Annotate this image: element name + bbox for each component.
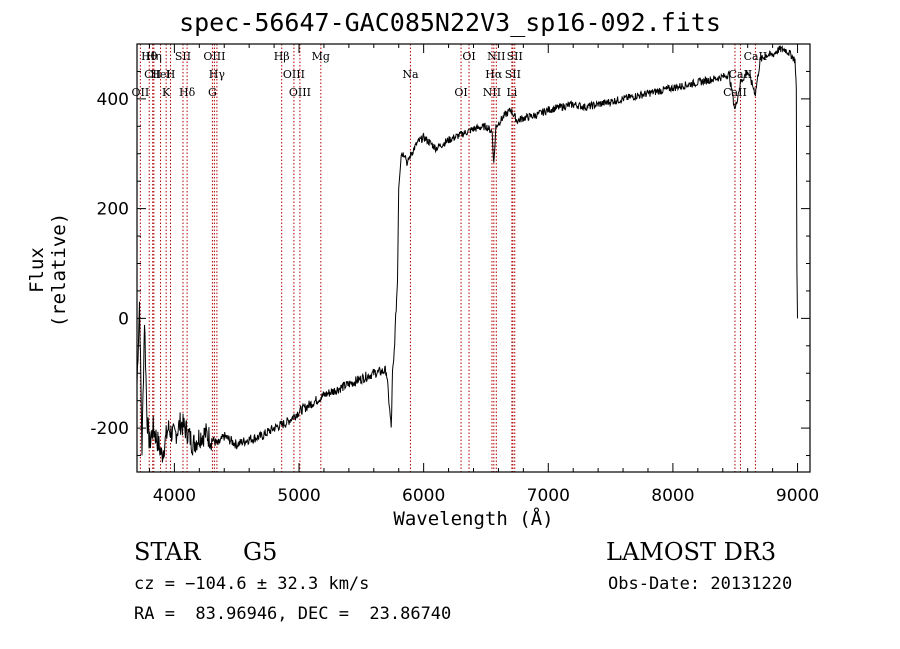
emission-line-label: OIII: [203, 50, 225, 63]
plot-frame: [136, 43, 811, 473]
emission-line-label: Hη: [146, 50, 162, 63]
emission-line-label: Mg: [312, 50, 330, 63]
x-tick-label: 4000: [153, 486, 196, 506]
emission-line-label: K: [162, 86, 171, 99]
y-tick-label: 0: [118, 309, 129, 329]
emission-line-label: H: [166, 68, 176, 81]
y-axis-ticks: -200 0 200 400: [90, 43, 810, 457]
x-axis-label: Wavelength (Å): [393, 508, 554, 530]
x-tick-label: 6000: [402, 486, 445, 506]
emission-line-label: OIII: [289, 86, 311, 99]
survey-name: LAMOST DR3: [606, 538, 777, 566]
emission-line-label: Hα: [485, 68, 503, 81]
x-axis-ticks: 4000 5000 6000 7000 8000 9000: [148, 44, 819, 506]
y-axis-label: Flux (relative): [26, 212, 70, 328]
emission-line-label: SII: [505, 68, 521, 81]
chart-title: spec-56647-GAC085N22V3_sp16-092.fits: [179, 8, 721, 37]
emission-line-label: CaII: [744, 50, 768, 63]
observation-date: Obs-Date: 20131220: [608, 574, 793, 594]
emission-line-label: NII: [487, 50, 505, 63]
y-tick-label: -200: [90, 419, 129, 439]
emission-line-label: Hβ: [274, 50, 290, 63]
x-tick-label: 8000: [651, 486, 694, 506]
coordinates: RA = 83.96946, DEC = 23.86740: [134, 604, 452, 624]
emission-line-label: HeI: [150, 68, 170, 81]
emission-line-label: OIII: [283, 68, 305, 81]
emission-line-label: NII: [483, 86, 501, 99]
emission-line-label: SII: [507, 50, 523, 63]
emission-line-labels: Hθ CII OII Hη HeI K SII HHδ OIII Hγ G Hβ OIII OIII Mg N…: [132, 50, 768, 99]
y-tick-label: 400: [97, 90, 129, 110]
y-tick-label: 200: [97, 200, 129, 220]
emission-line-label: SII: [175, 50, 191, 63]
x-tick-label: 9000: [776, 486, 819, 506]
emission-line-label: OI: [454, 86, 467, 99]
x-tick-label: 5000: [277, 486, 320, 506]
emission-line-label: OII: [132, 86, 150, 99]
emission-line-label: G: [208, 86, 217, 99]
emission-line-label: CaII: [723, 86, 747, 99]
object-class: STAR: [134, 538, 201, 566]
emission-line-label: OI: [462, 50, 475, 63]
x-tick-label: 7000: [527, 486, 570, 506]
emission-line-label: Hγ: [209, 68, 226, 81]
emission-line-label: Na: [402, 68, 419, 81]
emission-line-label: Hδ: [179, 86, 196, 99]
object-subclass: G5: [243, 538, 278, 566]
emission-line-label: CII: [144, 68, 161, 81]
redshift-velocity: cz = −104.6 ± 32.3 km/s: [134, 574, 370, 594]
emission-line-label: Li: [506, 86, 517, 99]
emission-line-label: Hθ: [141, 50, 158, 63]
series-line-flux: [136, 45, 798, 463]
emission-line-markers: [139, 44, 756, 472]
